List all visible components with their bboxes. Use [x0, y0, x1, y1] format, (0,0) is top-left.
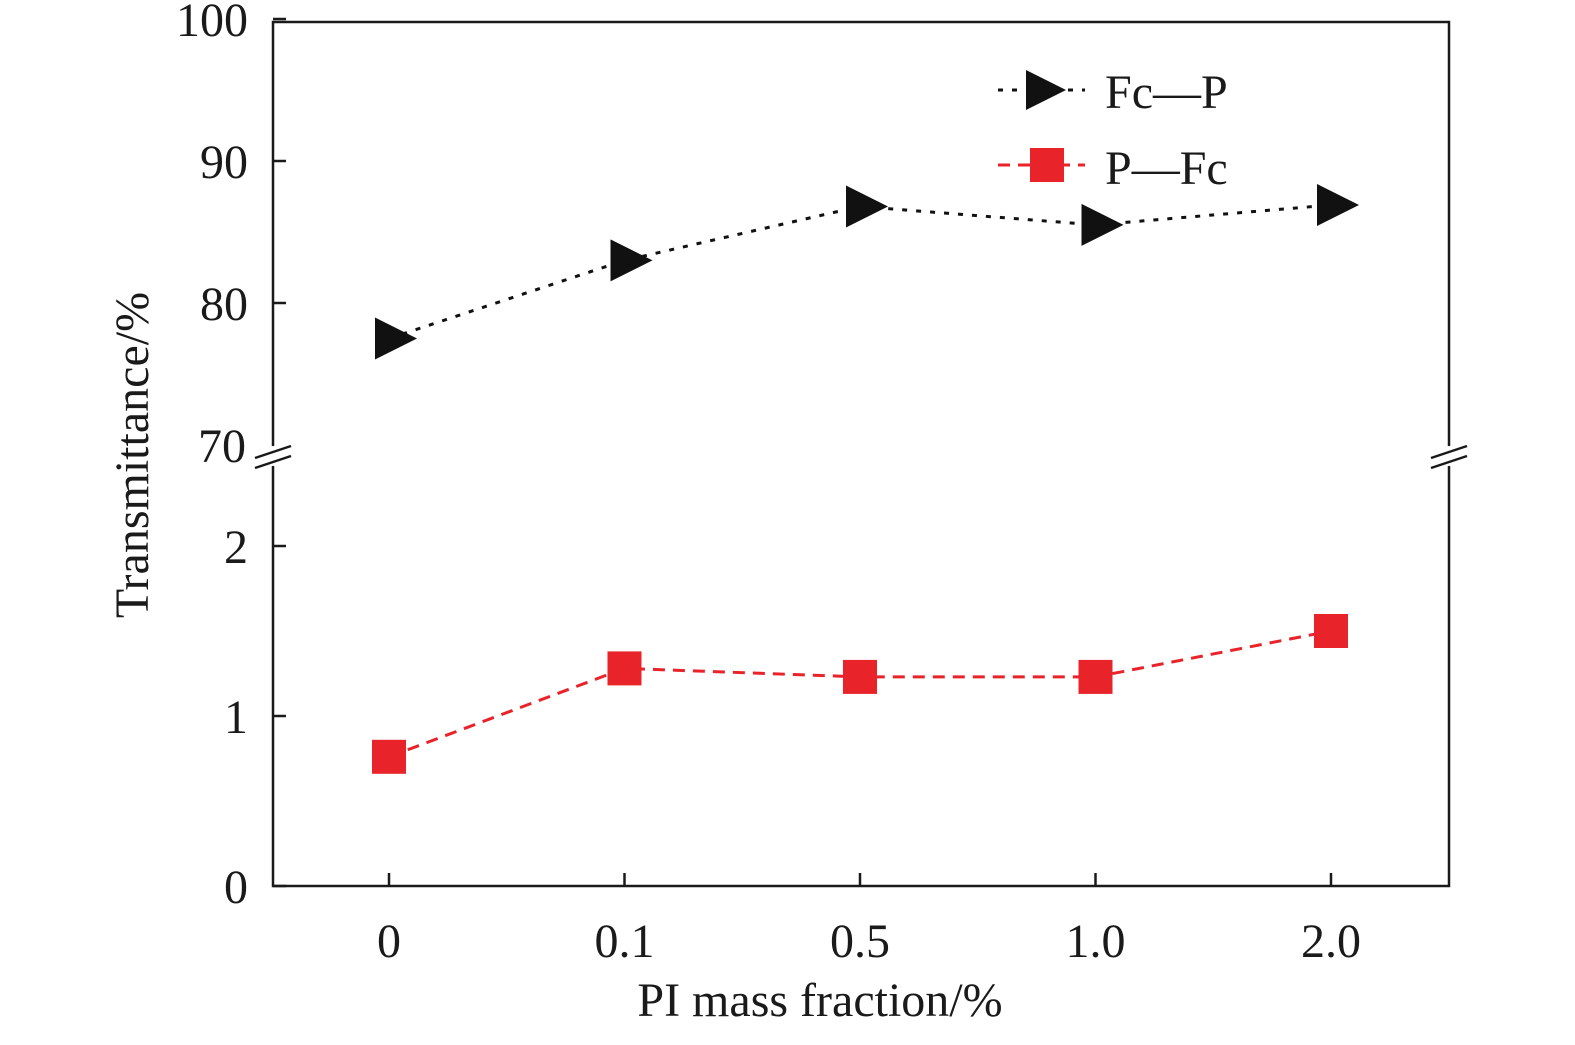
y-axis-title: Transmittance/% — [106, 292, 159, 618]
legend: Fc—P P—Fc — [998, 66, 1228, 195]
data-point-square — [1078, 659, 1113, 694]
y-tick-label: 0 — [224, 861, 248, 914]
series-line — [388, 203, 1332, 340]
x-tick-label: 2.0 — [1301, 915, 1361, 968]
x-tick-label: 0.1 — [595, 915, 655, 968]
legend-item-fc-p: Fc—P — [998, 66, 1228, 119]
data-point-triangle — [1317, 184, 1359, 227]
legend-triangle-marker — [1026, 70, 1066, 110]
y-tick-label: 80 — [200, 278, 248, 331]
data-point-square — [843, 659, 877, 694]
axis-break-right — [1430, 444, 1468, 470]
data-point-square — [607, 651, 642, 686]
y-tick-label: 1 — [224, 691, 248, 744]
data-point-square — [1314, 614, 1348, 648]
legend-item-p-fc: P—Fc — [998, 142, 1228, 195]
ticks-layer: 0 1 2 70 80 90 100 0 0.1 0.5 1.0 2.0 — [176, 0, 1361, 968]
data-point-triangle — [846, 185, 888, 228]
axis-break-left — [254, 444, 292, 470]
y-tick-label: 70 — [198, 420, 246, 473]
x-axis-title: PI mass fraction/% — [637, 974, 1002, 1027]
data-point-triangle — [1081, 203, 1124, 246]
legend-label-fc-p: Fc—P — [1105, 66, 1228, 119]
data-point-triangle — [610, 239, 653, 282]
plot-frame — [271, 20, 1451, 888]
data-point-triangle — [375, 317, 417, 360]
data-point-square — [372, 739, 406, 774]
x-tick-label: 0.5 — [830, 915, 890, 968]
legend-square-marker — [1030, 148, 1064, 182]
x-tick-label: 1.0 — [1066, 915, 1126, 968]
y-tick-label: 90 — [200, 136, 248, 189]
y-tick-label: 2 — [224, 521, 248, 574]
x-tick-label: 0 — [377, 915, 401, 968]
y-tick-label: 100 — [176, 0, 248, 47]
legend-label-p-fc: P—Fc — [1105, 142, 1228, 195]
series-layer — [372, 184, 1359, 774]
